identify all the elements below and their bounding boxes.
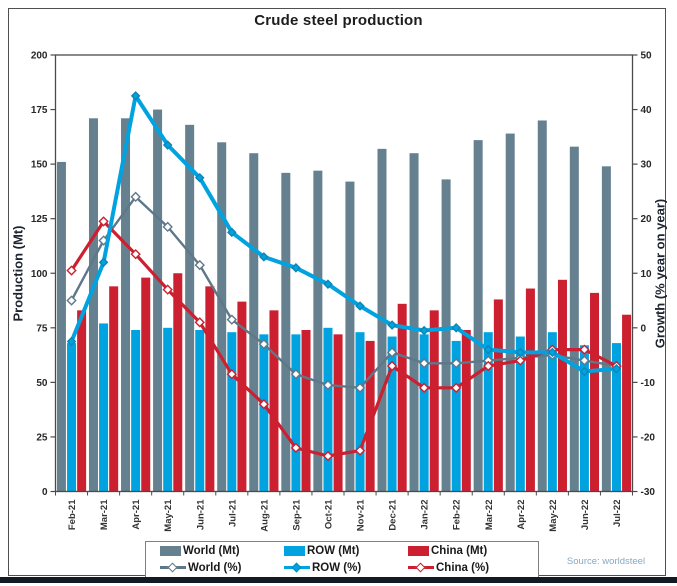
svg-text:Sep-21: Sep-21 <box>291 499 302 531</box>
legend-item-china-mt: China (Mt) <box>408 545 532 557</box>
bottom-accent-bar <box>0 577 677 583</box>
line-world <box>66 191 622 394</box>
legend-swatch-world-mt <box>160 546 181 557</box>
legend-swatch-china <box>408 562 434 574</box>
legend: World (Mt) ROW (Mt) China (Mt) World (%) ROW… <box>145 541 539 578</box>
svg-text:Feb-21: Feb-21 <box>67 499 78 530</box>
svg-text:Mar-21: Mar-21 <box>99 499 110 530</box>
chart-title: Crude steel production <box>254 12 423 29</box>
source-note: Source: worldsteel <box>566 556 646 567</box>
svg-text:-20: -20 <box>641 432 656 443</box>
svg-text:Mar-22: Mar-22 <box>484 500 495 531</box>
legend-item-row-mt: ROW (Mt) <box>284 545 408 557</box>
svg-text:175: 175 <box>31 105 48 116</box>
legend-label: China (Mt) <box>431 545 488 558</box>
left-axis: 0 25 50 75 100 125 150 175 200 <box>31 51 56 498</box>
bars-row-mt <box>67 323 621 492</box>
legend-item-world-mt: World (Mt) <box>160 545 284 557</box>
legend-label: World (%) <box>188 561 242 574</box>
legend-label: ROW (%) <box>312 561 362 574</box>
svg-text:-30: -30 <box>641 487 656 498</box>
svg-text:Oct-21: Oct-21 <box>323 499 334 529</box>
svg-text:50: 50 <box>36 378 48 389</box>
svg-text:Jan-22: Jan-22 <box>420 500 431 530</box>
x-axis: Feb-21 Mar-21 Apr-21 May-21 Jun-21 Jul-21 Aug-… <box>55 491 633 532</box>
svg-text:0: 0 <box>641 323 647 334</box>
svg-text:20: 20 <box>641 214 653 225</box>
svg-text:Aug-21: Aug-21 <box>259 499 270 532</box>
line-china <box>66 216 622 462</box>
svg-text:10: 10 <box>641 269 653 280</box>
right-axis: -30 -20 -10 0 10 20 30 40 50 <box>632 51 656 498</box>
legend-swatch-row-mt <box>284 546 305 557</box>
svg-text:-10: -10 <box>641 378 656 389</box>
svg-text:25: 25 <box>36 432 48 443</box>
svg-text:75: 75 <box>36 323 48 334</box>
svg-text:Jun-21: Jun-21 <box>195 499 206 530</box>
svg-text:Jul-21: Jul-21 <box>227 499 238 527</box>
bars-china-mt <box>77 273 632 492</box>
legend-swatch-row <box>284 562 310 574</box>
svg-text:200: 200 <box>31 51 48 62</box>
svg-text:0: 0 <box>42 487 48 498</box>
svg-text:40: 40 <box>641 105 653 116</box>
svg-text:150: 150 <box>31 160 48 171</box>
svg-text:Jun-22: Jun-22 <box>580 500 591 531</box>
svg-text:125: 125 <box>31 214 48 225</box>
svg-text:Jul-22: Jul-22 <box>612 500 623 527</box>
legend-label: China (%) <box>436 561 490 574</box>
svg-text:Feb-22: Feb-22 <box>452 500 463 531</box>
svg-text:30: 30 <box>641 160 653 171</box>
legend-swatch-world <box>160 562 186 574</box>
legend-swatch-china-mt <box>408 546 429 557</box>
svg-text:Dec-21: Dec-21 <box>388 499 399 531</box>
svg-text:Apr-22: Apr-22 <box>516 500 527 530</box>
legend-item-row: ROW (%) <box>284 562 408 574</box>
line-row <box>66 91 622 377</box>
svg-text:May-21: May-21 <box>163 499 174 532</box>
legend-item-world: World (%) <box>160 562 284 574</box>
svg-text:May-22: May-22 <box>548 500 559 532</box>
legend-label: ROW (Mt) <box>307 545 360 558</box>
legend-item-china: China (%) <box>408 562 532 574</box>
svg-text:Nov-21: Nov-21 <box>356 499 367 531</box>
svg-text:50: 50 <box>641 51 653 62</box>
legend-label: World (Mt) <box>183 545 240 558</box>
svg-text:100: 100 <box>31 269 48 280</box>
svg-text:Apr-21: Apr-21 <box>131 499 142 530</box>
